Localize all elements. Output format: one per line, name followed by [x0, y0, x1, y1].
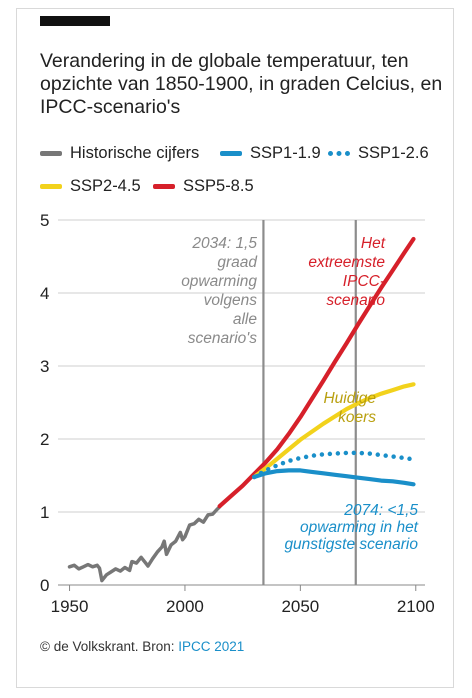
legend-item-ssp119: SSP1-1.9 [220, 144, 321, 163]
legend-swatch [328, 151, 350, 156]
annotation-line: 2034: 1,5 [191, 235, 257, 252]
annotation-line: scenario [326, 292, 385, 309]
annotation-a2074: 2074: <1,5 opwarming in het gunstigste sce… [284, 502, 418, 553]
y-tick-label: 3 [40, 357, 49, 376]
legend-label: Historische cijfers [70, 144, 200, 162]
annotation-line: opwarming [181, 273, 257, 290]
legend-label: SSP1-1.9 [250, 144, 321, 162]
y-tick-label: 2 [40, 430, 49, 449]
annotation-line: Huidige [323, 390, 376, 407]
legend-label: SSP1-2.6 [358, 144, 429, 162]
x-tick-label: 2000 [166, 597, 204, 616]
annotation-line: koers [338, 409, 376, 426]
source-credit: © de Volkskrant. Bron: IPCC 2021 [40, 639, 244, 654]
annotation-line: extreemste [308, 254, 385, 271]
annotation-line: IPCC- [343, 273, 385, 290]
series-line-ssp1-2-6 [251, 450, 416, 480]
legend-label: SSP2-4.5 [70, 177, 141, 195]
x-tick-label: 2100 [397, 597, 435, 616]
series-line-ssp1-1-9 [252, 468, 416, 487]
legend-swatch [220, 151, 242, 156]
credit-text: © de Volkskrant. Bron: [40, 639, 179, 654]
annotation-line: alle [233, 311, 258, 328]
y-tick-label: 0 [40, 576, 49, 595]
annotation-aextreme: Het extreemste IPCC-scenario [308, 235, 385, 309]
legend-swatch [40, 184, 62, 189]
x-tick-label: 2050 [281, 597, 319, 616]
legend-item-ssp126: SSP1-2.6 [328, 144, 429, 163]
annotation-a2034: 2034: 1,5 graad opwarming volgens alle scenar… [181, 235, 258, 347]
source-link[interactable]: IPCC 2021 [178, 639, 245, 654]
legend-item-historisch: Historische cijfers [40, 144, 199, 163]
y-tick-label: 5 [40, 211, 49, 230]
annotation-line: volgens [204, 292, 258, 309]
annotation-line: gunstigste scenario [284, 536, 418, 553]
annotation-line: opwarming in het [300, 519, 419, 536]
y-tick-label: 1 [40, 503, 49, 522]
legend-label: SSP5-8.5 [183, 177, 254, 195]
annotation-line: 2074: <1,5 [343, 502, 418, 519]
annotation-line: scenario's [188, 330, 258, 347]
brand-bar [40, 16, 110, 26]
x-tick-label: 1950 [51, 597, 89, 616]
legend-swatch [40, 151, 62, 156]
annotation-line: Het [361, 235, 386, 252]
chart-title: Verandering in de globale temperatuur, t… [40, 50, 443, 118]
y-tick-label: 4 [40, 284, 49, 303]
legend-item-ssp245: SSP2-4.5 [40, 177, 141, 196]
annotation-line: graad [217, 254, 258, 271]
annotation-akoers: Huidige koers [323, 390, 376, 426]
legend-item-ssp585: SSP5-8.5 [153, 177, 254, 196]
series-line-historische-cijfers [67, 505, 222, 583]
series-line-ssp2-4-5 [252, 382, 416, 480]
chart-card [16, 8, 454, 688]
legend-swatch [153, 184, 175, 189]
